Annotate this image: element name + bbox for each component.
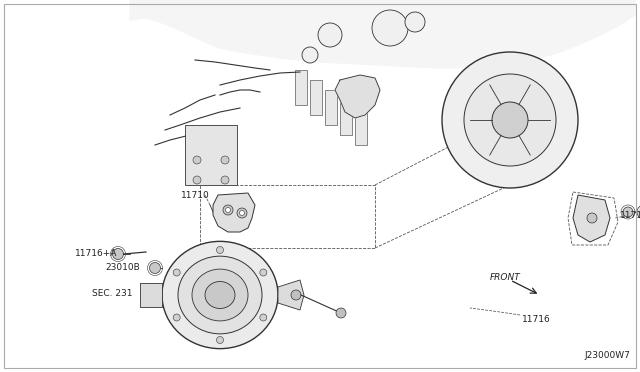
Circle shape	[216, 337, 223, 343]
Circle shape	[260, 269, 267, 276]
Text: 11715: 11715	[620, 211, 640, 219]
Ellipse shape	[178, 256, 262, 334]
Circle shape	[239, 211, 244, 215]
Bar	[295, 70, 307, 105]
Circle shape	[173, 314, 180, 321]
Circle shape	[637, 205, 640, 219]
Circle shape	[318, 23, 342, 47]
Circle shape	[336, 308, 346, 318]
Circle shape	[221, 176, 229, 184]
Circle shape	[237, 208, 247, 218]
Circle shape	[405, 12, 425, 32]
Circle shape	[260, 314, 267, 321]
Circle shape	[492, 102, 528, 138]
Circle shape	[372, 10, 408, 46]
Bar	[310, 80, 322, 115]
Circle shape	[291, 290, 301, 300]
Polygon shape	[130, 0, 635, 68]
Bar	[340, 100, 352, 135]
Text: SEC. 231: SEC. 231	[92, 289, 132, 298]
Text: 11716+A: 11716+A	[75, 250, 117, 259]
Bar	[355, 110, 367, 145]
Circle shape	[173, 269, 180, 276]
Circle shape	[150, 263, 161, 273]
Circle shape	[587, 213, 597, 223]
Text: J23000W7: J23000W7	[584, 351, 630, 360]
Circle shape	[464, 74, 556, 166]
Circle shape	[225, 208, 230, 212]
Text: FRONT: FRONT	[490, 273, 521, 282]
Ellipse shape	[205, 282, 235, 308]
Ellipse shape	[162, 241, 278, 349]
Text: 11716: 11716	[522, 315, 551, 324]
Polygon shape	[573, 195, 610, 242]
Text: 11710: 11710	[181, 190, 210, 199]
Bar	[140, 283, 162, 307]
Circle shape	[193, 156, 201, 164]
Bar	[325, 90, 337, 125]
Circle shape	[223, 205, 233, 215]
Circle shape	[193, 176, 201, 184]
Polygon shape	[213, 193, 255, 232]
Text: 23010B: 23010B	[105, 263, 140, 273]
Ellipse shape	[192, 269, 248, 321]
Circle shape	[113, 248, 124, 260]
Circle shape	[302, 47, 318, 63]
Circle shape	[442, 52, 578, 188]
Circle shape	[623, 207, 633, 217]
Circle shape	[216, 247, 223, 253]
Polygon shape	[335, 75, 380, 118]
Polygon shape	[278, 280, 304, 310]
Bar	[185, 125, 237, 185]
Circle shape	[221, 156, 229, 164]
